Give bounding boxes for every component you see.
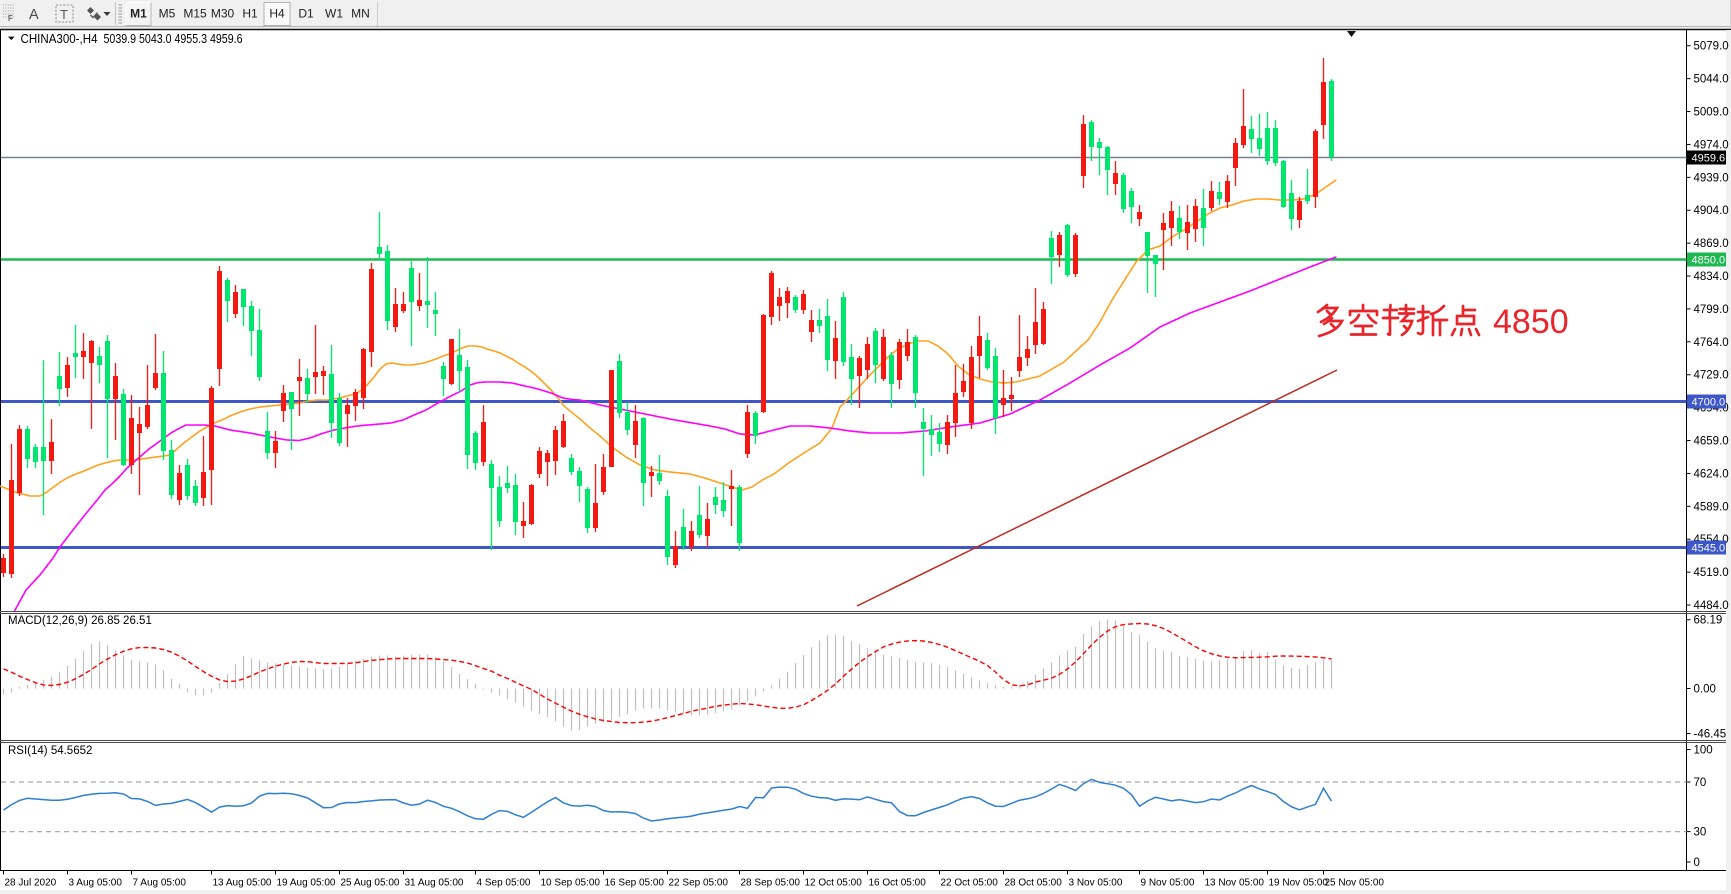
svg-text:9 Nov 05:00: 9 Nov 05:00 bbox=[1141, 878, 1195, 889]
svg-text:16 Sep 05:00: 16 Sep 05:00 bbox=[605, 878, 665, 889]
svg-text:13 Nov 05:00: 13 Nov 05:00 bbox=[1205, 878, 1265, 889]
svg-text:30: 30 bbox=[1694, 827, 1707, 839]
svg-text:70: 70 bbox=[1694, 777, 1707, 789]
svg-text:4850.0: 4850.0 bbox=[1692, 255, 1726, 267]
svg-text:100: 100 bbox=[1694, 745, 1713, 757]
svg-text:13 Aug 05:00: 13 Aug 05:00 bbox=[213, 878, 272, 889]
svg-text:4729.0: 4729.0 bbox=[1694, 370, 1729, 382]
svg-text:W1: W1 bbox=[325, 7, 343, 21]
svg-text:-46.45: -46.45 bbox=[1694, 729, 1727, 741]
svg-text:0.00: 0.00 bbox=[1694, 684, 1716, 696]
svg-text:MN: MN bbox=[351, 7, 370, 21]
svg-text:4764.0: 4764.0 bbox=[1694, 337, 1729, 349]
svg-text:5039.9 5043.0 4955.3 4959.6: 5039.9 5043.0 4955.3 4959.6 bbox=[104, 32, 243, 46]
svg-text:MACD(12,26,9) 26.85 26.51: MACD(12,26,9) 26.85 26.51 bbox=[8, 615, 152, 627]
svg-text:4974.0: 4974.0 bbox=[1694, 139, 1729, 151]
svg-text:4589.0: 4589.0 bbox=[1694, 501, 1729, 513]
svg-text:M30: M30 bbox=[211, 7, 235, 21]
svg-text:4545.0: 4545.0 bbox=[1692, 543, 1726, 555]
svg-text:16 Oct 05:00: 16 Oct 05:00 bbox=[869, 878, 927, 889]
svg-text:4959.6: 4959.6 bbox=[1692, 153, 1726, 165]
svg-text:4624.0: 4624.0 bbox=[1694, 468, 1729, 480]
svg-text:D1: D1 bbox=[298, 7, 314, 21]
svg-text:28 Sep 05:00: 28 Sep 05:00 bbox=[741, 878, 801, 889]
svg-text:4939.0: 4939.0 bbox=[1694, 172, 1729, 184]
svg-text:M5: M5 bbox=[159, 7, 176, 21]
svg-text:3 Aug 05:00: 3 Aug 05:00 bbox=[69, 878, 123, 889]
svg-text:28 Oct 05:00: 28 Oct 05:00 bbox=[1005, 878, 1063, 889]
svg-text:10 Sep 05:00: 10 Sep 05:00 bbox=[541, 878, 601, 889]
svg-text:4799.0: 4799.0 bbox=[1694, 304, 1729, 316]
svg-text:28 Jul 2020: 28 Jul 2020 bbox=[5, 878, 57, 889]
svg-text:T: T bbox=[60, 7, 68, 22]
svg-text:H1: H1 bbox=[242, 7, 258, 21]
svg-text:4 Sep 05:00: 4 Sep 05:00 bbox=[477, 878, 531, 889]
svg-text:0: 0 bbox=[1694, 857, 1700, 869]
svg-text:M15: M15 bbox=[183, 7, 207, 21]
svg-text:3 Nov 05:00: 3 Nov 05:00 bbox=[1069, 878, 1123, 889]
svg-text:A: A bbox=[29, 7, 39, 23]
svg-text:4869.0: 4869.0 bbox=[1694, 238, 1729, 250]
svg-text:M1: M1 bbox=[130, 7, 147, 21]
svg-text:7 Aug 05:00: 7 Aug 05:00 bbox=[133, 878, 187, 889]
svg-text:4904.0: 4904.0 bbox=[1694, 205, 1729, 217]
svg-text:12 Oct 05:00: 12 Oct 05:00 bbox=[805, 878, 863, 889]
svg-text:22 Sep 05:00: 22 Sep 05:00 bbox=[669, 878, 729, 889]
svg-text:5044.0: 5044.0 bbox=[1694, 74, 1729, 86]
svg-text:5009.0: 5009.0 bbox=[1694, 107, 1729, 119]
svg-text:22 Oct 05:00: 22 Oct 05:00 bbox=[941, 878, 999, 889]
svg-text:25 Aug 05:00: 25 Aug 05:00 bbox=[341, 878, 400, 889]
svg-text:19 Aug 05:00: 19 Aug 05:00 bbox=[277, 878, 336, 889]
svg-text:4834.0: 4834.0 bbox=[1694, 271, 1729, 283]
svg-text:4484.0: 4484.0 bbox=[1694, 600, 1729, 612]
svg-text:68.19: 68.19 bbox=[1694, 615, 1723, 627]
svg-text:4850: 4850 bbox=[1493, 303, 1569, 341]
svg-text:4700.0: 4700.0 bbox=[1692, 397, 1726, 409]
svg-text:4519.0: 4519.0 bbox=[1694, 567, 1729, 579]
svg-text:CHINA300-,H4: CHINA300-,H4 bbox=[21, 32, 98, 46]
svg-text:4659.0: 4659.0 bbox=[1694, 436, 1729, 448]
svg-text:F: F bbox=[8, 14, 13, 23]
svg-text:RSI(14) 54.5652: RSI(14) 54.5652 bbox=[8, 745, 92, 757]
svg-text:H4: H4 bbox=[269, 7, 285, 21]
svg-text:5079.0: 5079.0 bbox=[1694, 41, 1729, 53]
svg-text:25 Nov 05:00: 25 Nov 05:00 bbox=[1325, 878, 1385, 889]
svg-text:19 Nov 05:00: 19 Nov 05:00 bbox=[1269, 878, 1329, 889]
svg-text:31 Aug 05:00: 31 Aug 05:00 bbox=[405, 878, 464, 889]
